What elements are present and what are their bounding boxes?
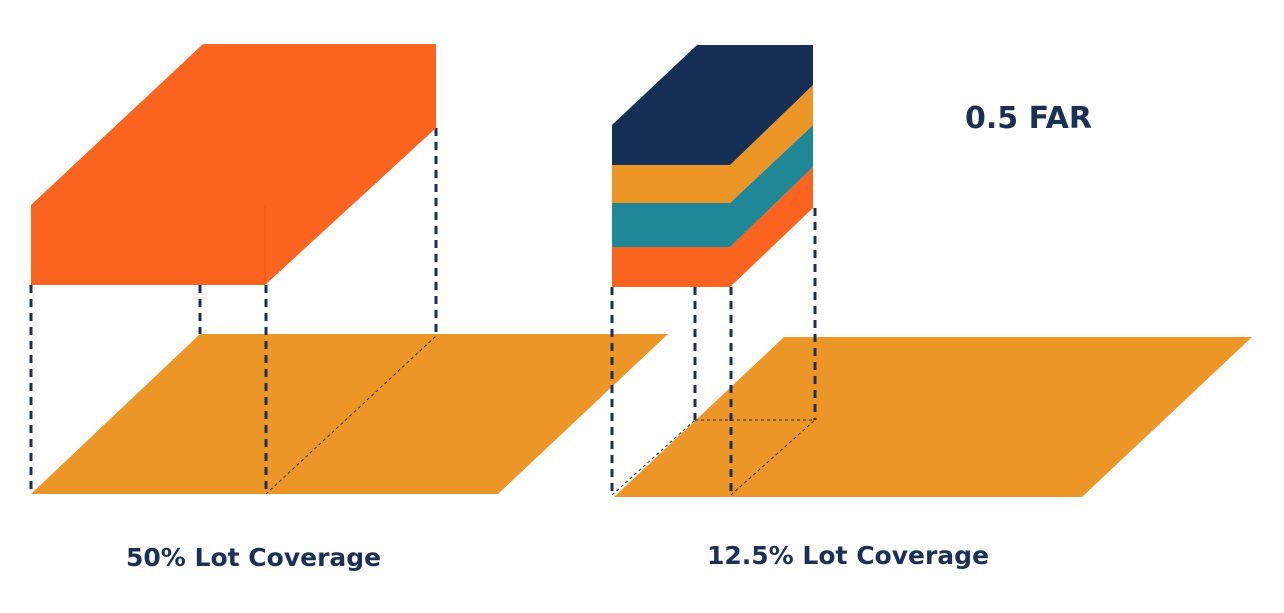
projection-lines — [29, 128, 438, 495]
caption: 12.5% Lot Coverage — [707, 541, 989, 570]
lot — [31, 334, 668, 494]
stacked-building — [612, 45, 813, 287]
far-label: 0.5 FAR — [965, 101, 1092, 136]
lot — [614, 337, 1252, 497]
projection-lines — [610, 208, 817, 496]
building — [31, 44, 436, 285]
caption: 50% Lot Coverage — [126, 543, 381, 572]
